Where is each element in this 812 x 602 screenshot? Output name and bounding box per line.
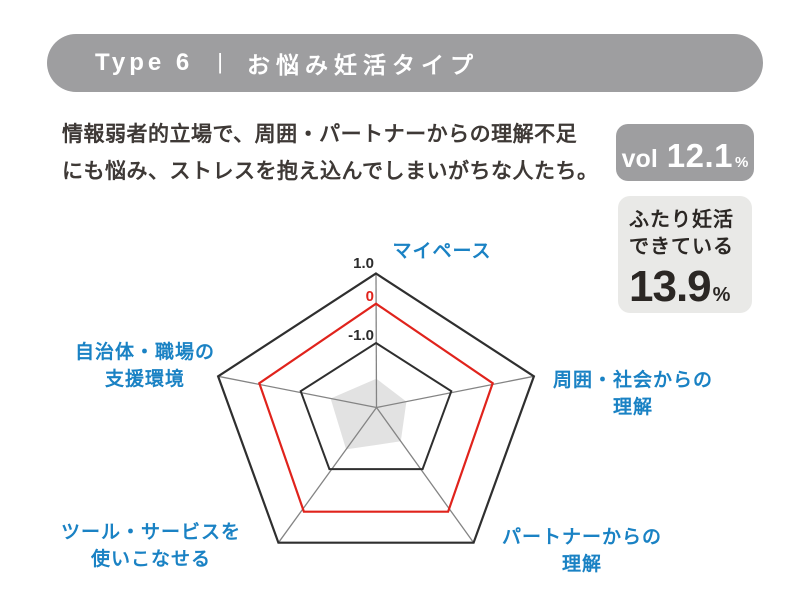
radar-axis-label-local-support: 自治体・職場の 支援環境	[74, 342, 215, 390]
header-separator: |	[217, 49, 223, 74]
volume-badge-unit: %	[735, 154, 749, 171]
radar-data-polygon	[330, 378, 407, 450]
type-description: 情報弱者的立場で、周囲・パートナーからの理解不足 にも悩み、ストレスを抱え込んで…	[62, 116, 622, 190]
radar-axis-line	[375, 407, 475, 544]
achievement-badge-line-1: ふたり妊活	[629, 209, 734, 231]
volume-badge-prefix: vol	[621, 145, 658, 173]
radar-axis-label-mypace: マイペース	[392, 241, 492, 262]
type-title: お悩み妊活タイプ	[246, 52, 479, 78]
achievement-badge-value-row: 13.9 %	[629, 262, 744, 312]
achievement-badge-unit: %	[712, 284, 731, 306]
radar-axis-line	[277, 407, 378, 544]
description-line-2: にも悩み、ストレスを抱え込んでしまいがちな人たち。	[62, 160, 599, 183]
achievement-badge-line-2: できている	[629, 236, 734, 258]
volume-badge-value: 12.1	[666, 137, 733, 174]
radar-tick-min: -1.0	[348, 327, 374, 344]
radar-tick-max: 1.0	[353, 255, 374, 272]
radar-grid-ring-0	[257, 302, 495, 513]
radar-axis-label-tools-services: ツール・サービスを 使いこなせる	[60, 522, 241, 570]
radar-tick-zero: 0	[365, 288, 374, 305]
description-line-1: 情報弱者的立場で、周囲・パートナーからの理解不足	[62, 123, 578, 146]
achievement-badge-value: 13.9	[629, 262, 712, 311]
type-header: Type 6 | お悩み妊活タイプ	[47, 34, 763, 92]
radar-grid-ring-1.0	[216, 272, 536, 544]
volume-badge: vol 12.1 %	[616, 124, 754, 181]
achievement-badge: ふたり妊活 できている 13.9 %	[618, 196, 752, 313]
radar-grid-ring--1.0	[299, 341, 453, 471]
radar-axis-line	[375, 273, 378, 408]
radar-axis-label-society-understanding: 周囲・社会からの 理解	[552, 370, 713, 418]
type-label: Type 6	[95, 49, 194, 76]
radar-axis-line	[376, 375, 535, 409]
radar-axis-label-partner-understanding: パートナーからの 理解	[501, 527, 662, 575]
